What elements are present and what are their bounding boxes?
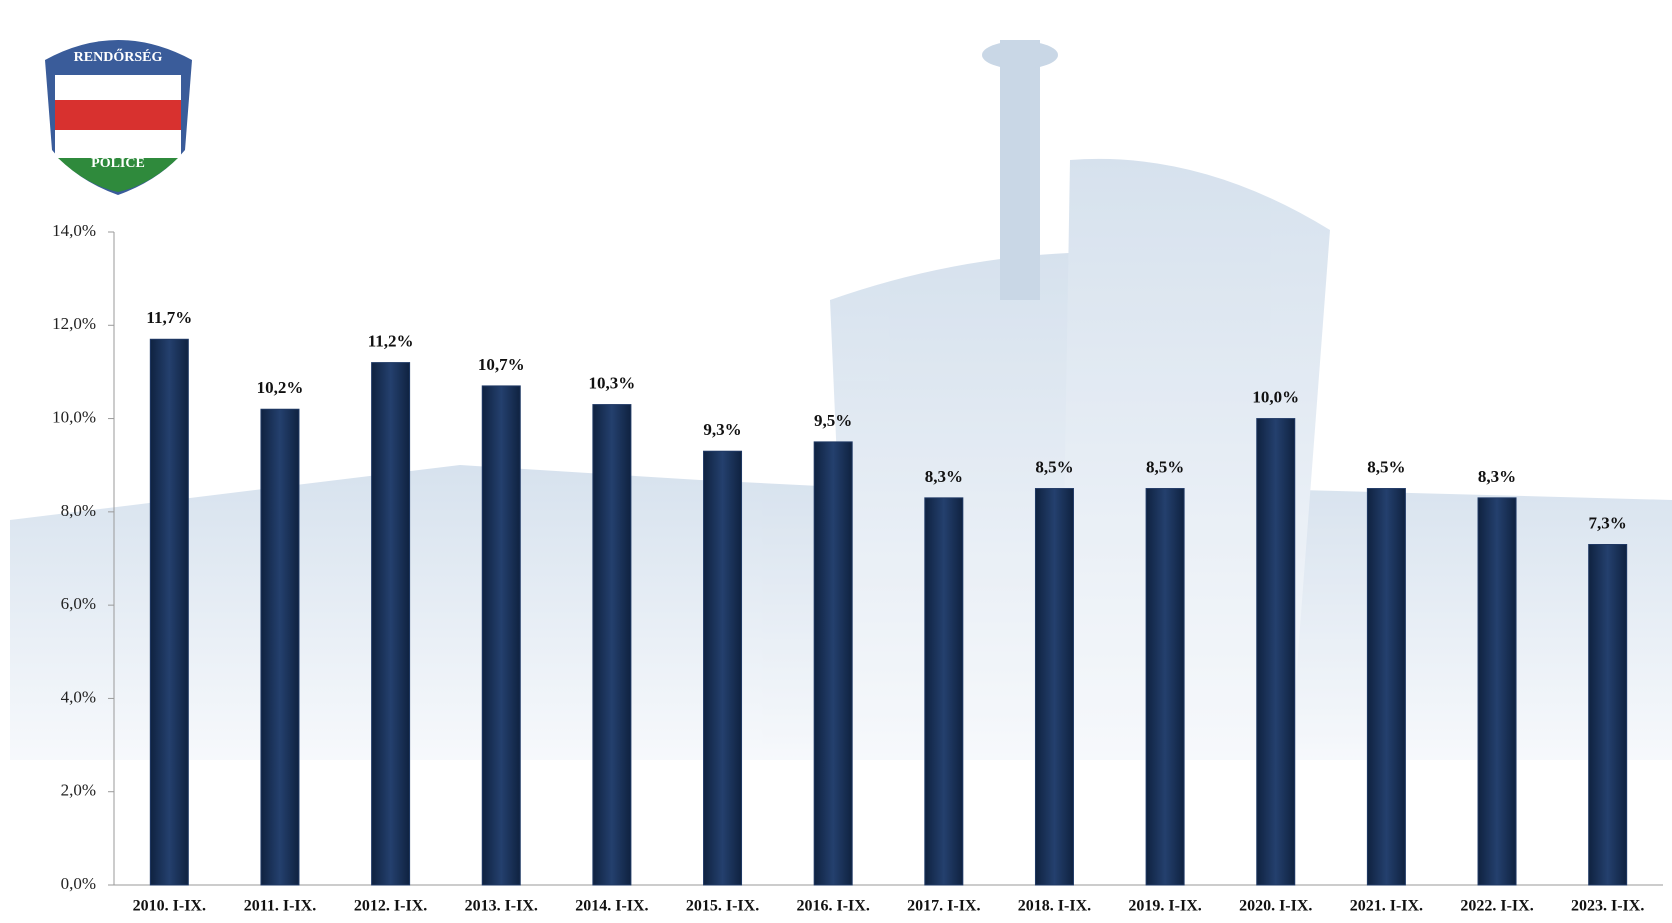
y-tick-label: 2,0% — [61, 781, 96, 800]
logo-bottom-text: POLICE — [91, 156, 145, 171]
bar — [1256, 418, 1296, 886]
x-tick-label: 2019. I-IX. — [1128, 898, 1201, 915]
value-label: 9,3% — [703, 420, 741, 439]
bar — [703, 450, 743, 886]
value-label: 11,2% — [368, 332, 414, 351]
bar — [481, 385, 521, 886]
value-label: 10,7% — [478, 355, 525, 374]
x-tick-label: 2016. I-IX. — [797, 898, 870, 915]
x-tick-label: 2017. I-IX. — [907, 898, 980, 915]
bar — [371, 362, 411, 886]
bar — [924, 497, 964, 886]
x-tick-label: 2018. I-IX. — [1018, 898, 1091, 915]
bar — [813, 441, 853, 886]
y-tick-label: 6,0% — [61, 594, 96, 613]
y-tick-label: 14,0% — [52, 221, 96, 240]
bar — [1588, 544, 1628, 886]
x-tick-label: 2022. I-IX. — [1460, 898, 1533, 915]
value-label: 10,0% — [1252, 387, 1299, 406]
y-tick-label: 10,0% — [52, 407, 96, 426]
x-tick-label: 2013. I-IX. — [465, 898, 538, 915]
bar — [592, 404, 632, 886]
x-tick-label: 2015. I-IX. — [686, 898, 759, 915]
value-label: 10,2% — [257, 378, 304, 397]
bar — [260, 408, 300, 886]
value-label: 7,3% — [1589, 513, 1627, 532]
value-label: 8,3% — [1478, 467, 1516, 486]
x-tick-label: 2010. I-IX. — [133, 898, 206, 915]
bar — [1477, 497, 1517, 886]
value-label: 8,5% — [1367, 457, 1405, 476]
bar — [1034, 488, 1074, 886]
bar — [149, 338, 189, 886]
value-label: 8,3% — [925, 467, 963, 486]
x-tick-label: 2012. I-IX. — [354, 898, 427, 915]
value-label: 11,7% — [146, 308, 192, 327]
x-tick-label: 2014. I-IX. — [575, 898, 648, 915]
value-label: 8,5% — [1035, 457, 1073, 476]
x-tick-label: 2021. I-IX. — [1350, 898, 1423, 915]
police-logo: RENDŐRSÉG POLICE — [45, 40, 192, 195]
value-label: 8,5% — [1146, 457, 1184, 476]
x-tick-label: 2011. I-IX. — [244, 898, 316, 915]
logo-top-text: RENDŐRSÉG — [74, 48, 163, 65]
value-label: 10,3% — [589, 373, 636, 392]
y-tick-label: 12,0% — [52, 314, 96, 333]
x-tick-label: 2023. I-IX. — [1571, 898, 1644, 915]
value-label: 9,5% — [814, 411, 852, 430]
bar — [1145, 488, 1185, 886]
x-tick-label: 2020. I-IX. — [1239, 898, 1312, 915]
y-tick-label: 8,0% — [61, 501, 96, 520]
bar — [1366, 488, 1406, 886]
y-tick-label: 4,0% — [61, 687, 96, 706]
y-tick-label: 0,0% — [61, 874, 96, 893]
